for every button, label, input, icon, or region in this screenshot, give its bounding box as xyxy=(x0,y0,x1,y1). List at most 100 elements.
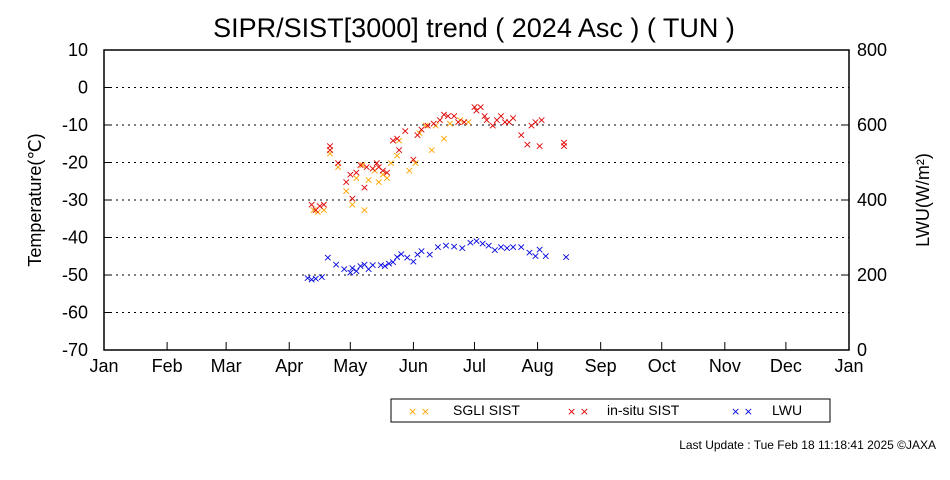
data-point: × xyxy=(490,244,499,257)
data-point: × xyxy=(517,241,526,254)
legend-marker-sgli: × × xyxy=(408,405,430,418)
data-point: × xyxy=(470,100,479,113)
data-point: × xyxy=(333,157,342,170)
data-point: × xyxy=(445,117,454,130)
legend-marker-insitu: × × xyxy=(567,405,589,418)
data-point: × xyxy=(356,158,365,171)
right-axis-title: LWU(W/m²) xyxy=(913,153,933,247)
data-point: × xyxy=(439,108,448,121)
data-point: × xyxy=(559,140,568,153)
x-tick-label: Dec xyxy=(770,356,802,376)
chart-title: SIPR/SIST[3000] trend ( 2024 Asc ) ( TUN… xyxy=(213,13,735,43)
x-tick-label: Aug xyxy=(522,356,554,376)
legend: × × SGLI SIST × × in-situ SIST × × LWU xyxy=(390,398,831,423)
data-point: × xyxy=(352,172,361,185)
left-tick-label: -30 xyxy=(62,190,88,210)
data-point: × xyxy=(393,149,402,162)
data-point: × xyxy=(395,143,404,156)
data-point: × xyxy=(441,239,450,252)
series-2: ××××××××××××××××××××××××××××××××××××××××… xyxy=(303,235,571,286)
data-point: × xyxy=(476,100,485,113)
left-y-axis: 10 0 -10 -20 -30 -40 -50 -60 -70 xyxy=(62,40,88,360)
data-point: × xyxy=(380,260,389,273)
data-point: × xyxy=(313,205,322,218)
data-point: × xyxy=(535,243,544,256)
data-point: × xyxy=(325,147,334,160)
data-point: × xyxy=(352,166,361,179)
right-tick-label: 200 xyxy=(857,265,887,285)
data-point: × xyxy=(372,157,381,170)
left-tick-label: -40 xyxy=(62,228,88,248)
data-point: × xyxy=(342,175,351,188)
data-point: × xyxy=(421,119,430,132)
data-point: × xyxy=(323,251,332,264)
last-update-text: Last Update : Tue Feb 18 11:18:41 2025 ©… xyxy=(679,438,936,452)
data-point: × xyxy=(456,113,465,126)
data-point: × xyxy=(449,240,458,253)
data-point: × xyxy=(397,247,406,260)
data-point: × xyxy=(464,115,473,128)
data-point: × xyxy=(346,168,355,181)
data-point: × xyxy=(413,248,422,261)
right-y-axis: 800 600 400 200 0 xyxy=(857,40,887,360)
series-0: ×××××××××××××××××××××××××× ×× xyxy=(309,113,473,218)
data-point: × xyxy=(311,203,320,216)
data-point: × xyxy=(374,175,383,188)
data-point: × xyxy=(362,160,371,173)
data-point: × xyxy=(364,262,373,275)
left-axis-title: Temperature(℃) xyxy=(25,133,45,266)
data-point: × xyxy=(340,262,349,275)
data-point: × xyxy=(431,119,440,132)
x-axis: Jan Feb Mar Apr May Jun Jul Aug Sep Oct Nov Dec Jan xyxy=(89,356,863,376)
right-tick-label: 600 xyxy=(857,115,887,135)
data-point: × xyxy=(427,143,436,156)
left-tick-label: -10 xyxy=(62,115,88,135)
data-point: × xyxy=(417,123,426,136)
data-point: × xyxy=(496,241,505,254)
data-point: × xyxy=(319,203,328,216)
x-tick-label: Jun xyxy=(399,356,428,376)
data-point: × xyxy=(378,164,387,177)
data-point: × xyxy=(368,259,377,272)
gridlines xyxy=(104,87,849,313)
data-point: × xyxy=(333,160,342,173)
data-point: × xyxy=(492,113,501,126)
data-point: × xyxy=(393,250,402,263)
data-point: × xyxy=(374,160,383,173)
data-point: × xyxy=(388,134,397,147)
legend-label-sgli: SGLI SIST xyxy=(453,402,520,418)
left-tick-label: -50 xyxy=(62,265,88,285)
legend-label-lwu: LWU xyxy=(772,402,802,418)
data-point: × xyxy=(356,259,365,272)
x-tick-label: Feb xyxy=(152,356,183,376)
data-point: × xyxy=(484,239,493,252)
data-point: × xyxy=(482,113,491,126)
right-tick-label: 0 xyxy=(857,340,867,360)
data-point: × xyxy=(395,134,404,147)
data-point: × xyxy=(409,153,418,166)
data-point: × xyxy=(364,173,373,186)
left-tick-label: 10 xyxy=(68,40,88,60)
data-point: × xyxy=(382,172,391,185)
data-point: × xyxy=(472,235,481,248)
x-tick-label: Jul xyxy=(463,356,486,376)
data-point: × xyxy=(342,185,351,198)
data-point: × xyxy=(443,110,452,123)
data-point: × xyxy=(435,113,444,126)
data-point: × xyxy=(388,256,397,269)
axis-ticks xyxy=(103,49,850,351)
x-tick-label: Apr xyxy=(275,356,303,376)
data-point: × xyxy=(537,113,546,126)
data-point: × xyxy=(358,158,367,171)
legend-box xyxy=(390,398,831,423)
legend-label-insitu: in-situ SIST xyxy=(607,402,680,418)
x-tick-label: Mar xyxy=(211,356,242,376)
data-point: × xyxy=(502,241,511,254)
data-point: × xyxy=(559,136,568,149)
legend-marker-lwu: × × xyxy=(731,405,753,418)
data-point: × xyxy=(360,181,369,194)
data-point: × xyxy=(541,250,550,263)
data-point: × xyxy=(500,115,509,128)
data-point: × xyxy=(411,157,420,170)
